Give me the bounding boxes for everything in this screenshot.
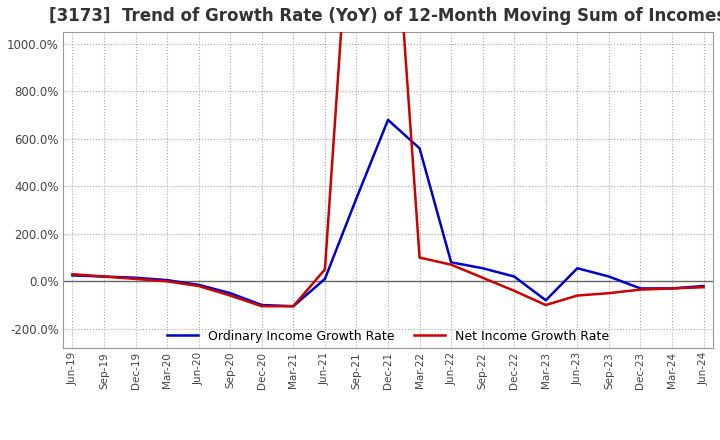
Ordinary Income Growth Rate: [194, 282, 203, 287]
Net Income Growth Rate: [636, 287, 645, 292]
Ordinary Income Growth Rate: [99, 274, 108, 279]
Line: Net Income Growth Rate: Net Income Growth Rate: [73, 0, 703, 306]
Ordinary Income Growth Rate: [605, 274, 613, 279]
Ordinary Income Growth Rate: [699, 283, 708, 289]
Net Income Growth Rate: [699, 285, 708, 290]
Net Income Growth Rate: [131, 276, 140, 282]
Ordinary Income Growth Rate: [163, 278, 171, 283]
Net Income Growth Rate: [573, 293, 582, 298]
Ordinary Income Growth Rate: [415, 146, 424, 151]
Ordinary Income Growth Rate: [447, 260, 456, 265]
Net Income Growth Rate: [667, 286, 676, 291]
Title: [3173]  Trend of Growth Rate (YoY) of 12-Month Moving Sum of Incomes: [3173] Trend of Growth Rate (YoY) of 12-…: [50, 7, 720, 25]
Net Income Growth Rate: [99, 274, 108, 279]
Ordinary Income Growth Rate: [384, 117, 392, 122]
Ordinary Income Growth Rate: [352, 195, 361, 201]
Net Income Growth Rate: [605, 290, 613, 296]
Net Income Growth Rate: [163, 279, 171, 284]
Ordinary Income Growth Rate: [636, 286, 645, 291]
Ordinary Income Growth Rate: [478, 266, 487, 271]
Ordinary Income Growth Rate: [258, 302, 266, 308]
Net Income Growth Rate: [320, 267, 329, 272]
Net Income Growth Rate: [258, 304, 266, 309]
Net Income Growth Rate: [68, 271, 77, 277]
Line: Ordinary Income Growth Rate: Ordinary Income Growth Rate: [73, 120, 703, 306]
Net Income Growth Rate: [226, 293, 235, 298]
Ordinary Income Growth Rate: [667, 286, 676, 291]
Net Income Growth Rate: [478, 275, 487, 280]
Ordinary Income Growth Rate: [573, 266, 582, 271]
Ordinary Income Growth Rate: [510, 274, 518, 279]
Ordinary Income Growth Rate: [320, 276, 329, 282]
Net Income Growth Rate: [289, 304, 297, 309]
Ordinary Income Growth Rate: [289, 304, 297, 309]
Net Income Growth Rate: [415, 255, 424, 260]
Net Income Growth Rate: [447, 262, 456, 268]
Ordinary Income Growth Rate: [68, 273, 77, 278]
Legend: Ordinary Income Growth Rate, Net Income Growth Rate: Ordinary Income Growth Rate, Net Income …: [162, 325, 614, 348]
Ordinary Income Growth Rate: [226, 290, 235, 296]
Ordinary Income Growth Rate: [541, 297, 550, 303]
Net Income Growth Rate: [510, 288, 518, 293]
Net Income Growth Rate: [194, 283, 203, 289]
Net Income Growth Rate: [541, 302, 550, 308]
Ordinary Income Growth Rate: [131, 275, 140, 280]
